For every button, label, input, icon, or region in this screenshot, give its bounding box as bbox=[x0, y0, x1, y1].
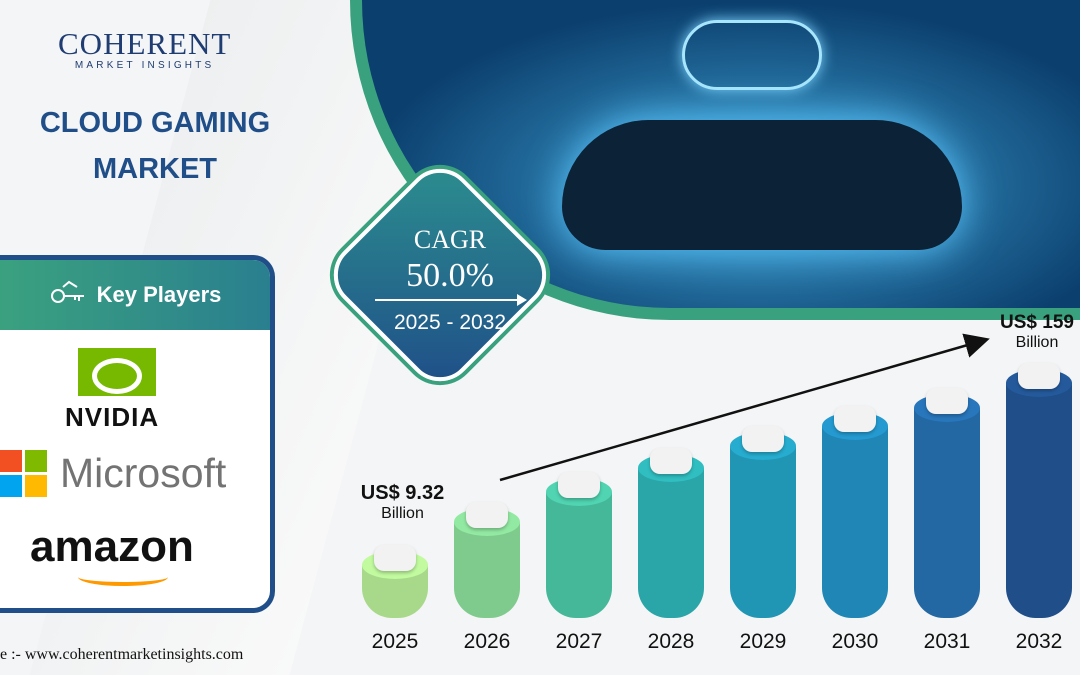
key-players-title: Key Players bbox=[96, 282, 222, 307]
bar-cap bbox=[1018, 363, 1060, 389]
year-label: 2029 bbox=[739, 630, 787, 653]
year-label: 2032 bbox=[1015, 630, 1063, 653]
amazon-name: amazon bbox=[30, 522, 194, 571]
cagr-value: 50.0% bbox=[406, 257, 494, 294]
logo-name: COHERENT bbox=[58, 26, 232, 61]
cagr-label: CAGR bbox=[413, 225, 487, 254]
key-players-header: Key Players bbox=[0, 260, 270, 330]
bar-2032 bbox=[1006, 363, 1072, 618]
bar-cap bbox=[650, 448, 692, 474]
microsoft-name: Microsoft bbox=[60, 450, 227, 496]
bar-2030 bbox=[822, 406, 888, 618]
microsoft-logo-icon bbox=[0, 450, 47, 497]
source-text: e :- www.coherentmarketinsights.com bbox=[0, 646, 244, 663]
value-label-2032: US$ 159 Billion bbox=[996, 312, 1078, 352]
key-players-panel: Key Players NVIDIA Microsoft amazon bbox=[0, 255, 275, 613]
nvidia-logo bbox=[78, 348, 156, 396]
nvidia-name: NVIDIA bbox=[65, 402, 160, 432]
title-line-2: MARKET bbox=[92, 153, 218, 185]
amazon-smile-icon bbox=[78, 568, 168, 586]
page-title: CLOUD GAMING MARKET bbox=[20, 100, 290, 192]
value-unit: Billion bbox=[381, 505, 424, 522]
bar-cap bbox=[466, 502, 508, 528]
coherent-logo: COHERENT MARKET INSIGHTS bbox=[58, 26, 231, 71]
gamepad-icon bbox=[562, 120, 962, 250]
bar-cap bbox=[742, 426, 784, 452]
year-label: 2027 bbox=[555, 630, 603, 653]
bar-cap bbox=[834, 406, 876, 432]
value-unit: Billion bbox=[1015, 334, 1059, 351]
arrow-right-icon bbox=[375, 294, 527, 306]
bar-2031 bbox=[914, 388, 980, 618]
logo-tagline: MARKET INSIGHTS bbox=[74, 60, 215, 71]
cagr-period: 2025 - 2032 bbox=[393, 311, 507, 334]
bar-2029 bbox=[730, 426, 796, 618]
year-label: 2030 bbox=[831, 630, 879, 653]
bar-cap bbox=[558, 472, 600, 498]
year-label: 2031 bbox=[923, 630, 971, 653]
value-amount: US$ 9.32 bbox=[360, 482, 445, 504]
bar-cap bbox=[926, 388, 968, 414]
title-line-1: CLOUD GAMING bbox=[39, 107, 271, 139]
bar-2025 bbox=[362, 545, 428, 618]
bar-2028 bbox=[638, 448, 704, 618]
bar-2026 bbox=[454, 502, 520, 618]
value-amount: US$ 159 bbox=[1000, 312, 1074, 333]
bar-cap bbox=[374, 545, 416, 571]
value-label-2025: US$ 9.32 Billion bbox=[355, 482, 450, 523]
year-label: 2025 bbox=[371, 630, 419, 653]
year-label: 2028 bbox=[647, 630, 695, 653]
bar-2027 bbox=[546, 472, 612, 618]
handshake-key-icon bbox=[49, 279, 89, 311]
cloud-icon bbox=[682, 20, 822, 90]
cagr-text: CAGR 50.0% 2025 - 2032 bbox=[355, 225, 545, 335]
year-label: 2026 bbox=[463, 630, 511, 653]
